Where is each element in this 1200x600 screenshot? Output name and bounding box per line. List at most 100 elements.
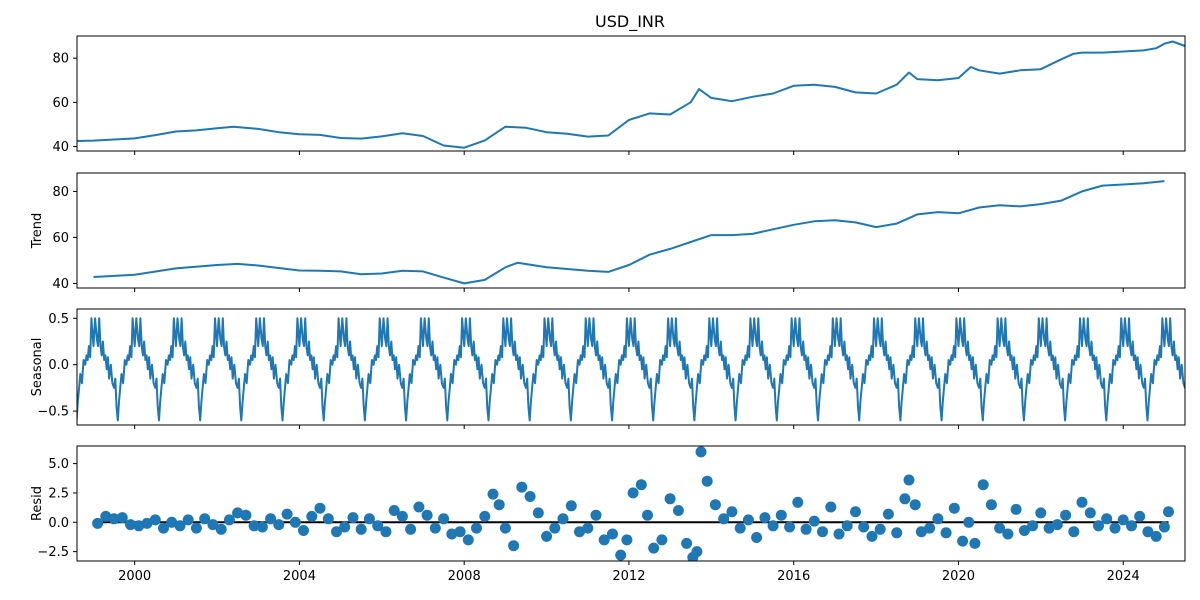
y-tick-label: 40 [52, 277, 69, 292]
resid-point [681, 537, 693, 549]
resid-point [331, 526, 342, 538]
y-tick-label: 60 [52, 231, 69, 246]
resid-point [800, 523, 812, 535]
y-tick-label: 0.0 [48, 358, 69, 373]
resid-point [574, 526, 585, 538]
resid-point [882, 508, 894, 520]
x-tick-label: 2008 [448, 569, 481, 584]
resid-point [792, 496, 804, 508]
resid-point [1150, 530, 1162, 542]
resid-point [1043, 522, 1055, 534]
resid-point [1002, 528, 1014, 540]
resid-point [833, 528, 845, 540]
resid-point [256, 521, 268, 533]
resid-point [969, 537, 981, 549]
resid-point [1163, 506, 1174, 518]
resid-point [158, 522, 169, 534]
resid-point [223, 514, 235, 526]
resid-point [499, 522, 511, 534]
trend-ylabel: Trend [30, 213, 45, 250]
resid-point [1134, 510, 1146, 522]
resid-point [265, 513, 277, 525]
resid-point [493, 499, 505, 511]
resid-point [1126, 520, 1137, 532]
y-tick-label: −2.5 [37, 545, 69, 560]
resid-point [656, 534, 668, 546]
resid-point [767, 520, 779, 532]
resid-point [718, 513, 730, 525]
resid-point [858, 521, 870, 533]
resid-ylabel: Resid [30, 486, 45, 521]
x-tick-label: 2020 [942, 569, 975, 584]
resid-point [92, 517, 104, 529]
resid-point [607, 528, 618, 540]
resid-point [691, 546, 703, 558]
resid-point [298, 525, 309, 536]
seasonal-axes-frame [76, 308, 1186, 426]
resid-point [977, 479, 989, 491]
resid-point [487, 488, 499, 500]
resid-point [1060, 509, 1072, 521]
x-tick-label: 2024 [1107, 569, 1140, 584]
y-tick-label: 60 [52, 96, 69, 111]
resid-point [664, 493, 676, 505]
resid-point [421, 509, 433, 521]
resid-point [1010, 503, 1022, 515]
resid-point [207, 519, 219, 531]
trend-data [93, 180, 1165, 285]
observed-data [77, 40, 1185, 149]
resid-point [899, 493, 911, 505]
resid-point [957, 535, 969, 547]
resid-point [524, 491, 536, 502]
resid-point [322, 513, 334, 525]
resid-point [948, 502, 960, 514]
resid-point [621, 534, 633, 546]
resid-point [347, 512, 359, 524]
observed-series-line [77, 40, 1185, 149]
resid-point [808, 515, 820, 527]
seasonal-ylabel: Seasonal [30, 338, 45, 397]
resid-point [759, 512, 771, 524]
resid-point [1158, 521, 1170, 533]
resid-point [429, 522, 441, 534]
panel-resid: −2.5 0.0 2.5 5.0 2000 2004 2008 2012 2016 2020 202… [30, 445, 1186, 584]
resid-point [627, 487, 639, 499]
resid-point [339, 521, 351, 533]
resid-point [438, 513, 450, 525]
resid-point [516, 481, 528, 493]
resid-point [190, 522, 202, 534]
y-tick-label: 2.5 [48, 486, 69, 501]
resid-point [1035, 507, 1047, 519]
resid-point [775, 509, 787, 521]
resid-point [141, 517, 153, 529]
trend-axes-frame [76, 172, 1186, 289]
chart-title: USD_INR [595, 12, 665, 32]
resid-point [380, 526, 392, 538]
resid-point [149, 514, 161, 526]
resid-point [590, 509, 602, 521]
resid-point [701, 475, 713, 487]
resid-point [909, 499, 921, 511]
resid-point [825, 501, 837, 513]
resid-point [1068, 526, 1080, 538]
resid-point [635, 479, 647, 491]
resid-point [281, 508, 293, 520]
resid-point [648, 542, 660, 554]
resid-point [985, 499, 997, 511]
y-tick-label: 80 [52, 185, 69, 200]
resid-point [672, 505, 684, 516]
resid-point [454, 526, 466, 538]
y-tick-label: 80 [52, 52, 69, 67]
resid-point [388, 505, 400, 516]
y-tick-label: 5.0 [48, 457, 69, 472]
resid-point [615, 549, 627, 561]
resid-point [396, 510, 408, 522]
resid-point [841, 520, 853, 532]
x-tick-label: 2004 [283, 569, 316, 584]
resid-point [924, 522, 936, 534]
x-tick-label: 2012 [612, 569, 645, 584]
resid-point [582, 522, 594, 534]
resid-point [1027, 520, 1039, 532]
